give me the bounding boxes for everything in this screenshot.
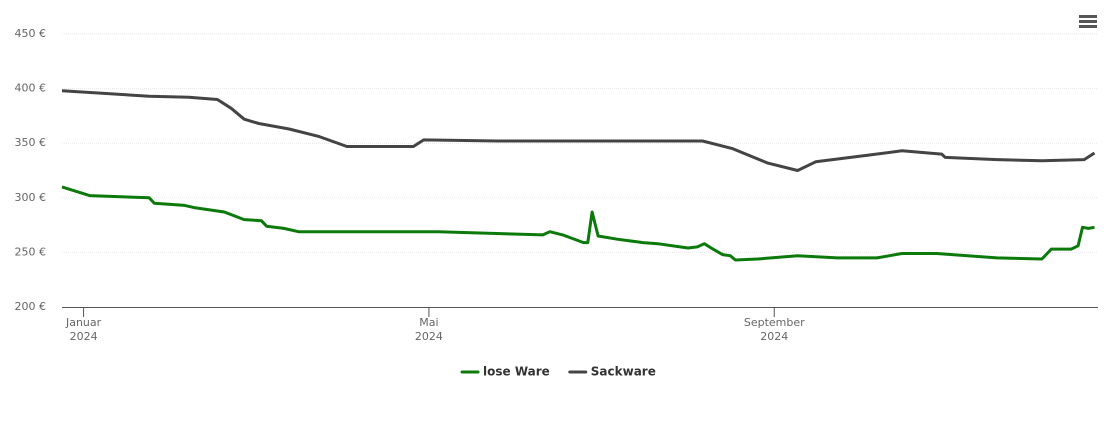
y-tick-label: 450 € [15,27,47,40]
series-line [61,185,1095,262]
menu-bar [1079,20,1097,23]
y-tick-label: 250 € [15,245,47,258]
y-tick-label: 350 € [15,136,47,149]
legend-item[interactable]: lose Ware [460,365,550,379]
menu-bar [1079,25,1097,28]
x-tick-label: Januar 2024 [65,316,102,343]
legend-label: Sackware [591,365,656,379]
legend: lose Ware Sackware [460,365,656,379]
y-tick-label: 400 € [15,82,47,95]
menu-bar [1079,15,1097,18]
x-tick-label: Mai 2024 [415,316,443,343]
legend-label: lose Ware [483,365,550,379]
legend-item[interactable]: Sackware [568,365,656,379]
y-tick-label: 300 € [15,191,47,204]
menu-button[interactable] [1079,15,1097,28]
series-line [61,89,1096,172]
y-tick-label: 200 € [15,300,47,313]
x-tick-label: September 2024 [744,316,805,343]
